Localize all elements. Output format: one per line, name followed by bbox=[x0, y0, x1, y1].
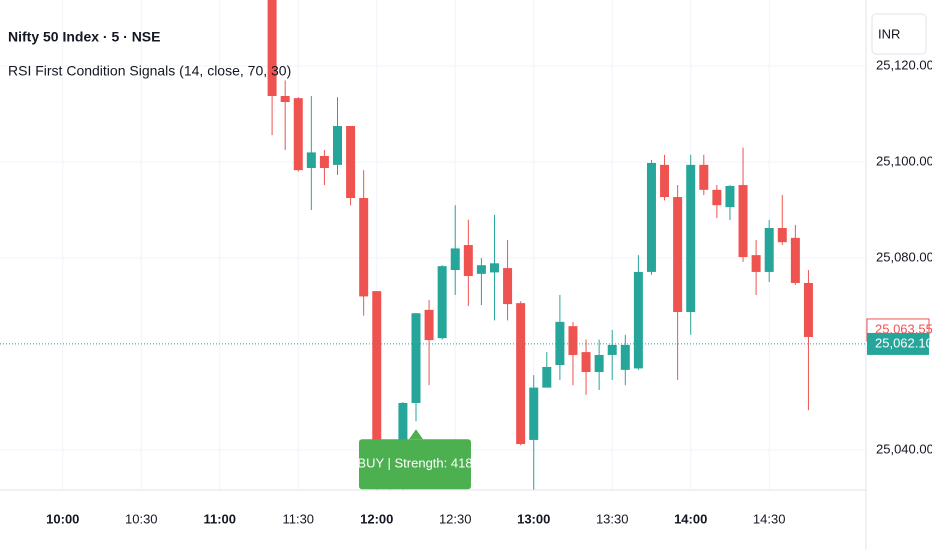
candle-body bbox=[633, 271, 643, 369]
y-tick-label: 25,100.00 bbox=[876, 153, 932, 168]
candle-body bbox=[790, 237, 800, 283]
candle-body bbox=[607, 344, 617, 355]
candle-body bbox=[437, 266, 447, 339]
axes: 25,040.00 25,080.00 25,100.00 25,120.00 10:0… bbox=[46, 57, 932, 526]
x-tick-label: 14:30 bbox=[753, 511, 786, 526]
candle-body bbox=[660, 164, 670, 198]
candle-body bbox=[516, 303, 526, 445]
x-tick-label: 11:00 bbox=[203, 511, 236, 526]
signal-label: BUY | Strength: 418 bbox=[357, 456, 472, 471]
candle-body bbox=[267, 0, 277, 97]
x-tick-label: 13:00 bbox=[517, 511, 550, 526]
candle-body bbox=[463, 245, 473, 277]
currency[interactable]: INR bbox=[878, 26, 900, 41]
candle-body bbox=[280, 96, 290, 103]
plot: BUY | Strength: 418 bbox=[0, 0, 866, 490]
candle-body bbox=[542, 366, 552, 388]
candle-body bbox=[306, 152, 316, 169]
candle-body bbox=[673, 197, 683, 313]
candle-body bbox=[594, 354, 604, 373]
candle-body bbox=[476, 265, 486, 274]
candle-body bbox=[333, 126, 343, 165]
candle-body bbox=[529, 387, 539, 440]
candle-body bbox=[620, 344, 630, 370]
candle-body bbox=[424, 309, 434, 341]
candle-body bbox=[725, 186, 735, 208]
x-tick-label: 12:00 bbox=[360, 511, 393, 526]
y-tick-label: 25,120.00 bbox=[876, 57, 932, 72]
candle-body bbox=[646, 162, 656, 272]
candle-body bbox=[319, 156, 329, 169]
signal-arrow bbox=[408, 429, 423, 440]
candle-body bbox=[777, 228, 787, 243]
candle-body bbox=[372, 291, 382, 471]
signal-box bbox=[358, 439, 471, 490]
x-tick-label: 12:30 bbox=[439, 511, 472, 526]
y-tick-label: 25,080.00 bbox=[876, 249, 932, 264]
candle-body bbox=[411, 313, 421, 403]
x-tick-label: 10:00 bbox=[46, 511, 79, 526]
last-price-label: 25,063.55 bbox=[875, 321, 932, 336]
candle-body bbox=[555, 321, 565, 366]
candle-body bbox=[581, 352, 591, 373]
candle-body bbox=[568, 326, 578, 355]
indicator-title: RSI First Condition Signals (14, close, … bbox=[8, 63, 291, 79]
y-tick-label: 25,040.00 bbox=[876, 441, 932, 456]
candle-body bbox=[398, 402, 408, 471]
currency-box[interactable] bbox=[871, 13, 927, 55]
candle-body bbox=[450, 248, 460, 271]
candle-body bbox=[803, 282, 813, 337]
candle-body bbox=[764, 228, 774, 272]
x-tick-label: 10:30 bbox=[125, 511, 158, 526]
candle-body bbox=[686, 164, 696, 313]
marker-price-box bbox=[867, 332, 929, 355]
candle-body bbox=[346, 126, 356, 199]
x-tick-label: 14:00 bbox=[674, 511, 707, 526]
candle-body bbox=[503, 268, 513, 305]
chart-title: Nifty 50 Index · 5 · NSE bbox=[8, 29, 160, 45]
candle-body bbox=[712, 189, 722, 206]
x-tick-label: 13:30 bbox=[596, 511, 629, 526]
candle-body bbox=[751, 255, 761, 272]
candle-body bbox=[699, 164, 709, 190]
candle-body bbox=[738, 185, 748, 258]
marker-price-label: 25,062.10 bbox=[875, 335, 932, 350]
x-tick-label: 11:30 bbox=[282, 511, 314, 526]
candle-body bbox=[359, 198, 369, 297]
candle-body bbox=[293, 98, 303, 171]
candle-body bbox=[489, 263, 499, 273]
